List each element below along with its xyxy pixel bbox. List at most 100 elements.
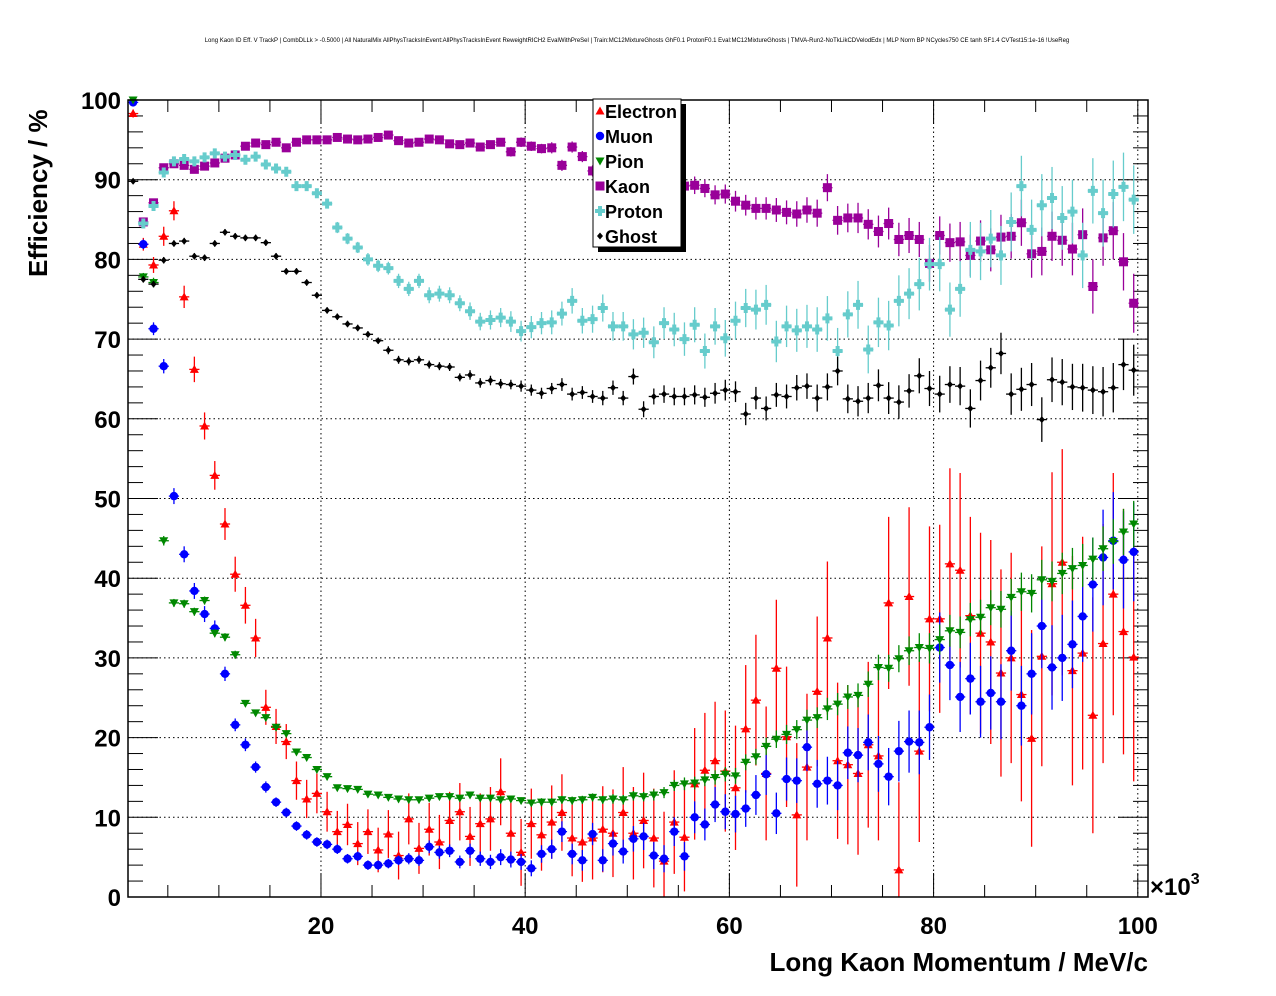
legend-entry-ghost: Ghost bbox=[597, 227, 657, 247]
marker bbox=[179, 160, 189, 170]
data-point-ghost bbox=[628, 368, 639, 385]
marker bbox=[752, 394, 759, 402]
marker bbox=[271, 163, 282, 174]
data-point-kaon bbox=[709, 185, 721, 205]
marker bbox=[649, 833, 659, 842]
marker bbox=[558, 381, 565, 389]
marker bbox=[506, 147, 516, 157]
data-point-proton bbox=[709, 308, 721, 345]
marker bbox=[1129, 652, 1139, 661]
marker bbox=[240, 600, 250, 609]
data-point-ghost bbox=[577, 386, 588, 399]
marker bbox=[364, 330, 371, 338]
data-point-muon bbox=[761, 753, 772, 795]
marker bbox=[322, 198, 333, 209]
marker bbox=[997, 349, 1004, 357]
data-point-ghost bbox=[822, 373, 833, 401]
data-point-kaon bbox=[863, 209, 874, 240]
data-point-ghost bbox=[1026, 363, 1037, 407]
data-point-ghost bbox=[179, 237, 190, 245]
data-point-pion bbox=[393, 795, 404, 804]
data-point-electron bbox=[771, 599, 782, 737]
data-point-ghost bbox=[1077, 363, 1088, 412]
marker bbox=[893, 295, 904, 306]
data-point-pion bbox=[934, 624, 945, 655]
data-point-ghost bbox=[812, 384, 823, 412]
marker bbox=[904, 647, 914, 656]
data-point-pion bbox=[270, 723, 282, 732]
marker bbox=[281, 737, 291, 746]
marker bbox=[720, 333, 731, 344]
data-point-electron bbox=[648, 788, 659, 888]
marker bbox=[373, 845, 383, 854]
data-point-muon bbox=[740, 790, 751, 827]
data-point-pion bbox=[761, 737, 772, 756]
marker bbox=[720, 770, 730, 779]
marker bbox=[741, 200, 751, 210]
marker bbox=[547, 844, 556, 854]
marker bbox=[424, 290, 435, 301]
marker bbox=[761, 299, 772, 310]
legend-label: Proton bbox=[605, 202, 663, 222]
marker bbox=[271, 137, 281, 147]
data-point-proton bbox=[1006, 192, 1017, 252]
marker bbox=[1108, 538, 1118, 547]
legend-entry-kaon: Kaon bbox=[595, 177, 650, 197]
marker bbox=[577, 152, 587, 162]
data-point-pion bbox=[893, 645, 904, 673]
data-point-kaon bbox=[342, 134, 353, 144]
data-point-kaon bbox=[1128, 273, 1139, 333]
data-point-kaon bbox=[546, 142, 557, 154]
data-point-ghost bbox=[679, 387, 690, 406]
data-point-proton bbox=[628, 319, 639, 350]
data-point-kaon bbox=[434, 135, 445, 145]
marker bbox=[261, 782, 271, 792]
marker bbox=[383, 829, 393, 838]
data-point-kaon bbox=[689, 176, 700, 195]
marker bbox=[424, 824, 434, 833]
data-point-ghost bbox=[730, 381, 741, 403]
marker bbox=[291, 776, 301, 785]
data-point-pion bbox=[444, 793, 455, 802]
data-point-electron bbox=[311, 773, 322, 814]
marker bbox=[424, 794, 434, 803]
data-point-proton bbox=[679, 322, 690, 356]
data-point-proton bbox=[1077, 222, 1088, 289]
data-point-pion bbox=[495, 796, 506, 805]
data-point-muon bbox=[515, 853, 527, 870]
data-point-pion bbox=[975, 599, 986, 635]
data-point-muon bbox=[556, 821, 568, 843]
marker bbox=[322, 807, 332, 816]
marker bbox=[332, 784, 342, 793]
data-point-kaon bbox=[699, 179, 710, 198]
data-point-electron bbox=[495, 758, 506, 826]
marker bbox=[732, 388, 739, 396]
marker bbox=[731, 809, 740, 819]
marker bbox=[965, 244, 976, 255]
marker bbox=[853, 750, 863, 760]
y-tick-label: 90 bbox=[94, 168, 121, 195]
marker bbox=[230, 149, 241, 160]
marker bbox=[883, 320, 894, 331]
legend-entry-electron: Electron bbox=[595, 102, 677, 122]
marker bbox=[957, 382, 964, 390]
marker bbox=[506, 855, 516, 864]
data-point-muon bbox=[607, 831, 619, 856]
marker bbox=[353, 839, 363, 848]
marker bbox=[567, 849, 577, 859]
data-point-kaon bbox=[955, 221, 966, 262]
marker bbox=[772, 809, 781, 818]
marker bbox=[710, 321, 721, 332]
marker bbox=[598, 824, 608, 833]
marker bbox=[405, 357, 412, 365]
data-point-proton bbox=[311, 188, 322, 199]
marker bbox=[455, 857, 465, 867]
data-point-proton bbox=[587, 305, 598, 333]
data-point-proton bbox=[556, 301, 568, 326]
data-point-proton bbox=[934, 237, 945, 292]
marker bbox=[700, 776, 710, 785]
data-point-pion bbox=[362, 790, 374, 799]
data-point-ghost bbox=[270, 252, 282, 260]
data-point-ghost bbox=[1128, 344, 1139, 396]
data-point-muon bbox=[158, 359, 169, 374]
